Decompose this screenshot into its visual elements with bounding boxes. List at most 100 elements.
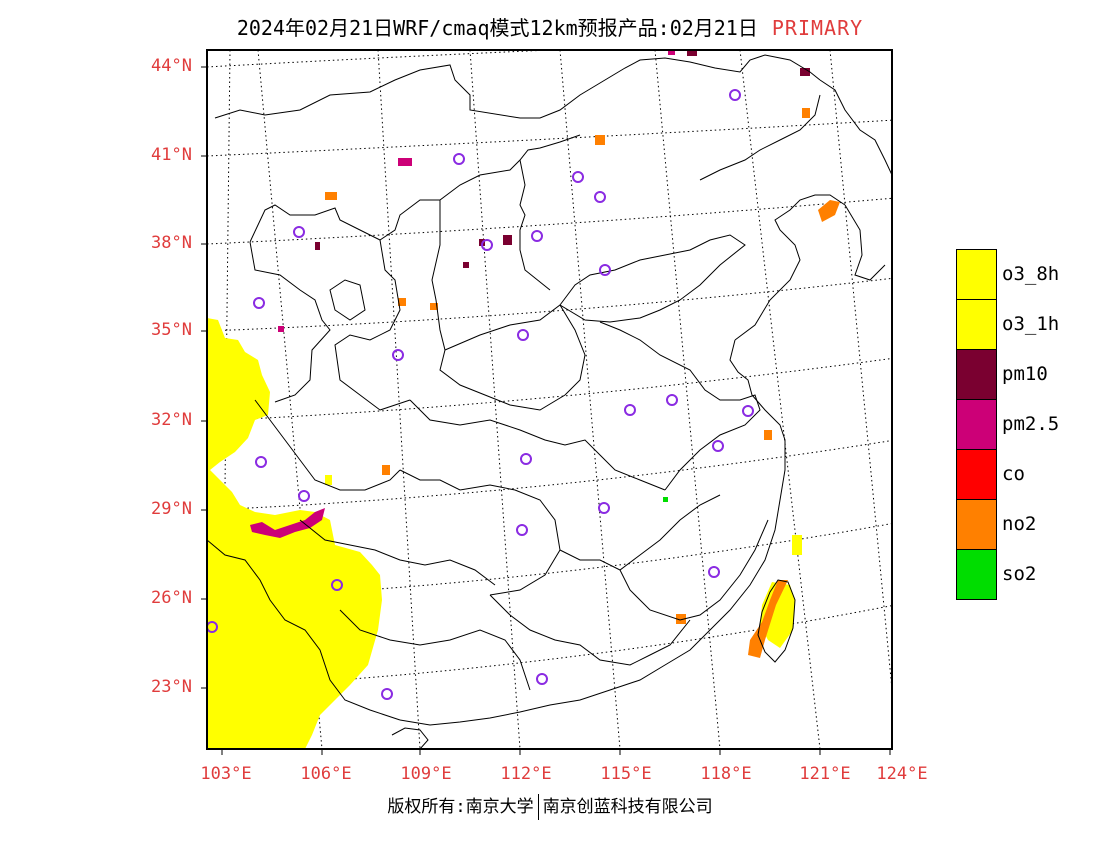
pm10-cell-nmg [687, 50, 697, 56]
map-frame [206, 49, 893, 750]
lat-label-44: 44°N [151, 56, 192, 76]
shaanxi-outline [334, 239, 411, 411]
station-marker [298, 490, 310, 502]
meridian-118 [654, 50, 721, 749]
station-marker [594, 191, 606, 203]
no2-cell-taiwan-west [748, 580, 788, 658]
graticule [207, 50, 892, 749]
korea-border [844, 204, 886, 281]
liaoning-border [699, 94, 821, 181]
legend-label: pm10 [1002, 363, 1048, 385]
pm10-cell-north [463, 262, 469, 268]
gansu-outline [249, 241, 331, 403]
taiwan-outline [757, 579, 796, 663]
no2-cell-fujian [676, 614, 686, 624]
guangxi-outline [339, 609, 531, 691]
copyright-owner: 版权所有:南京大学 [387, 797, 534, 817]
station-marker [708, 566, 720, 578]
no2-cell-shaanxi-1 [398, 298, 406, 306]
no2-cell-zhejiang [764, 430, 772, 440]
lat-label-32: 32°N [151, 410, 192, 430]
station-marker [666, 394, 678, 406]
inner-mongolia-south [249, 134, 581, 243]
copyright-footer: 版权所有:南京大学 南京创蓝科技有限公司 [0, 792, 1100, 820]
hunan-outline [399, 469, 561, 596]
legend-label: o3_8h [1002, 263, 1060, 285]
pm25-cell-nmg [398, 158, 412, 166]
pm25-cell-top [668, 50, 675, 55]
station-marker [572, 171, 584, 183]
legend-swatch [956, 249, 997, 299]
pm10-cell-qinghai [315, 242, 320, 250]
legend-swatch [956, 449, 997, 499]
jiangxi-outline [559, 494, 721, 571]
monitoring-stations [207, 89, 754, 700]
station-marker [516, 524, 528, 536]
o3-region-taiwan [760, 582, 795, 648]
legend-swatch [956, 499, 997, 549]
lon-label-103: 103°E [200, 764, 252, 784]
guangdong-outline [489, 594, 691, 666]
no2-cell-liaoning [818, 200, 840, 222]
lat-label-23: 23°N [151, 677, 192, 697]
lon-label-109: 109°E [400, 764, 452, 784]
no2-cell-dalian [802, 108, 810, 118]
station-marker [599, 264, 611, 276]
meridian-121 [739, 50, 821, 749]
northeast-border [819, 79, 892, 176]
station-marker [253, 297, 265, 309]
no2-cell-chongqing [382, 465, 390, 475]
lon-label-115: 115°E [600, 764, 652, 784]
station-marker [207, 621, 218, 633]
ningxia [329, 279, 366, 321]
station-marker [536, 673, 548, 685]
hainan-outline [391, 727, 429, 749]
station-marker [624, 404, 636, 416]
copyright-company: 南京创蓝科技有限公司 [542, 797, 713, 817]
no2-cell-shaanxi-2 [430, 303, 438, 310]
guizhou-outline [299, 519, 496, 586]
coastline-north [734, 194, 846, 341]
station-marker [453, 153, 465, 165]
so2-cell-jiangxi [663, 497, 668, 502]
lon-label-106: 106°E [300, 764, 352, 784]
station-marker [331, 579, 343, 591]
no2-cell-beijing [595, 135, 605, 145]
parallel-23 [207, 605, 892, 689]
province-borders [207, 54, 892, 749]
pm25-band-sichuan [250, 508, 325, 538]
station-marker [481, 239, 493, 251]
lat-label-38: 38°N [151, 233, 192, 253]
jiangsu-anhui [599, 321, 761, 491]
lat-label-35: 35°N [151, 320, 192, 340]
station-marker [712, 440, 724, 452]
lon-label-112: 112°E [500, 764, 552, 784]
station-marker [729, 89, 741, 101]
mongolia-border [214, 54, 821, 119]
sichuan-outline [254, 399, 401, 491]
station-marker [742, 405, 754, 417]
legend-label: o3_1h [1002, 313, 1060, 335]
legend-label: pm2.5 [1002, 413, 1060, 435]
pollutant-cells [207, 50, 840, 749]
hebei-border [519, 159, 551, 291]
station-marker [381, 688, 393, 700]
coastline-south [399, 339, 786, 726]
legend-swatch [956, 349, 997, 399]
lat-label-41: 41°N [151, 145, 192, 165]
legend-swatch [956, 299, 997, 349]
lon-label-121: 121°E [799, 764, 851, 784]
station-marker [392, 349, 404, 361]
station-marker [520, 453, 532, 465]
pm25-cell-gansu [278, 326, 284, 332]
station-marker [517, 329, 529, 341]
lon-label-118: 118°E [700, 764, 752, 784]
lat-label-29: 29°N [151, 499, 192, 519]
o3-cell-sea [792, 535, 802, 555]
shanxi-west [431, 200, 446, 351]
footer-divider [537, 794, 539, 820]
no2-cell-hohhot [325, 192, 337, 200]
legend-label: co [1002, 463, 1025, 485]
fujian-outline [619, 519, 769, 621]
